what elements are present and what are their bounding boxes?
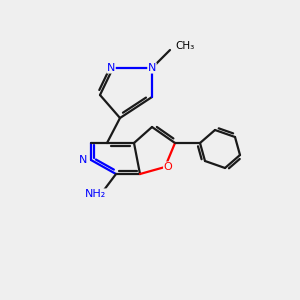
Text: O: O [164, 162, 172, 172]
Text: CH₃: CH₃ [175, 41, 194, 51]
Text: NH₂: NH₂ [85, 189, 106, 199]
Text: N: N [107, 63, 115, 73]
Text: N: N [79, 155, 87, 165]
Text: N: N [148, 63, 156, 73]
